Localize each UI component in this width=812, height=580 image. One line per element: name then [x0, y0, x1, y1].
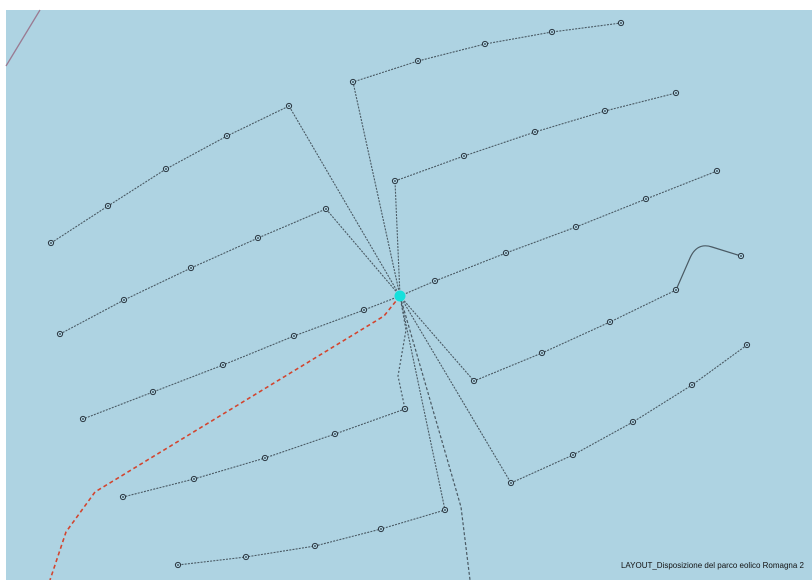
turbine-center — [82, 418, 84, 420]
turbine-center — [716, 170, 718, 172]
boundary-line — [5, 9, 41, 67]
array-cable — [50, 105, 401, 297]
turbine-center — [123, 299, 125, 301]
array-cable — [352, 22, 622, 297]
turbine-center — [484, 43, 486, 45]
turbine-center — [165, 168, 167, 170]
turbine-center — [575, 226, 577, 228]
turbine-center — [740, 255, 742, 257]
sea-area — [6, 10, 812, 580]
array-cable — [394, 92, 677, 297]
array-cable — [399, 170, 718, 297]
turbine-center — [177, 564, 179, 566]
turbine-center — [541, 352, 543, 354]
turbine-center — [551, 31, 553, 33]
turbine-center — [334, 433, 336, 435]
array-cable — [675, 245, 742, 291]
turbine-center — [257, 237, 259, 239]
turbine-center — [152, 391, 154, 393]
turbine-center — [314, 545, 316, 547]
turbine-center — [293, 335, 295, 337]
turbine-center — [245, 556, 247, 558]
turbine-center — [632, 421, 634, 423]
turbine-center — [434, 280, 436, 282]
turbine-center — [107, 205, 109, 207]
turbine-center — [444, 509, 446, 511]
substation-icon[interactable] — [394, 290, 406, 302]
feeder-cable-dashed — [397, 295, 407, 410]
turbine-center — [226, 135, 228, 137]
turbine-center — [288, 105, 290, 107]
turbine-center — [675, 289, 677, 291]
turbine-center — [222, 364, 224, 366]
turbine-center — [746, 344, 748, 346]
map-caption: LAYOUT_Disposizione del parco eolico Rom… — [620, 561, 804, 570]
turbine-center — [675, 92, 677, 94]
turbine-center — [50, 242, 52, 244]
turbine-center — [645, 198, 647, 200]
turbine-center — [417, 60, 419, 62]
turbine-center — [620, 22, 622, 24]
turbine-center — [59, 333, 61, 335]
turbine-center — [264, 457, 266, 459]
turbine-center — [463, 155, 465, 157]
turbine-center — [505, 252, 507, 254]
turbine-center — [122, 496, 124, 498]
turbine-center — [691, 384, 693, 386]
turbine-center — [609, 321, 611, 323]
turbine-center — [534, 131, 536, 133]
turbine-center — [394, 180, 396, 182]
turbine-center — [363, 309, 365, 311]
turbine-center — [325, 208, 327, 210]
turbine-center — [604, 110, 606, 112]
array-cable — [82, 295, 401, 420]
turbine-center — [404, 408, 406, 410]
turbine-center — [572, 454, 574, 456]
turbine-center — [473, 380, 475, 382]
turbine-center — [510, 482, 512, 484]
array-cable — [59, 208, 401, 335]
turbine-center — [193, 478, 195, 480]
turbine-center — [190, 267, 192, 269]
turbines — [47, 19, 751, 569]
turbine-center — [380, 528, 382, 530]
export-cable — [49, 295, 401, 580]
turbine-center — [352, 81, 354, 83]
